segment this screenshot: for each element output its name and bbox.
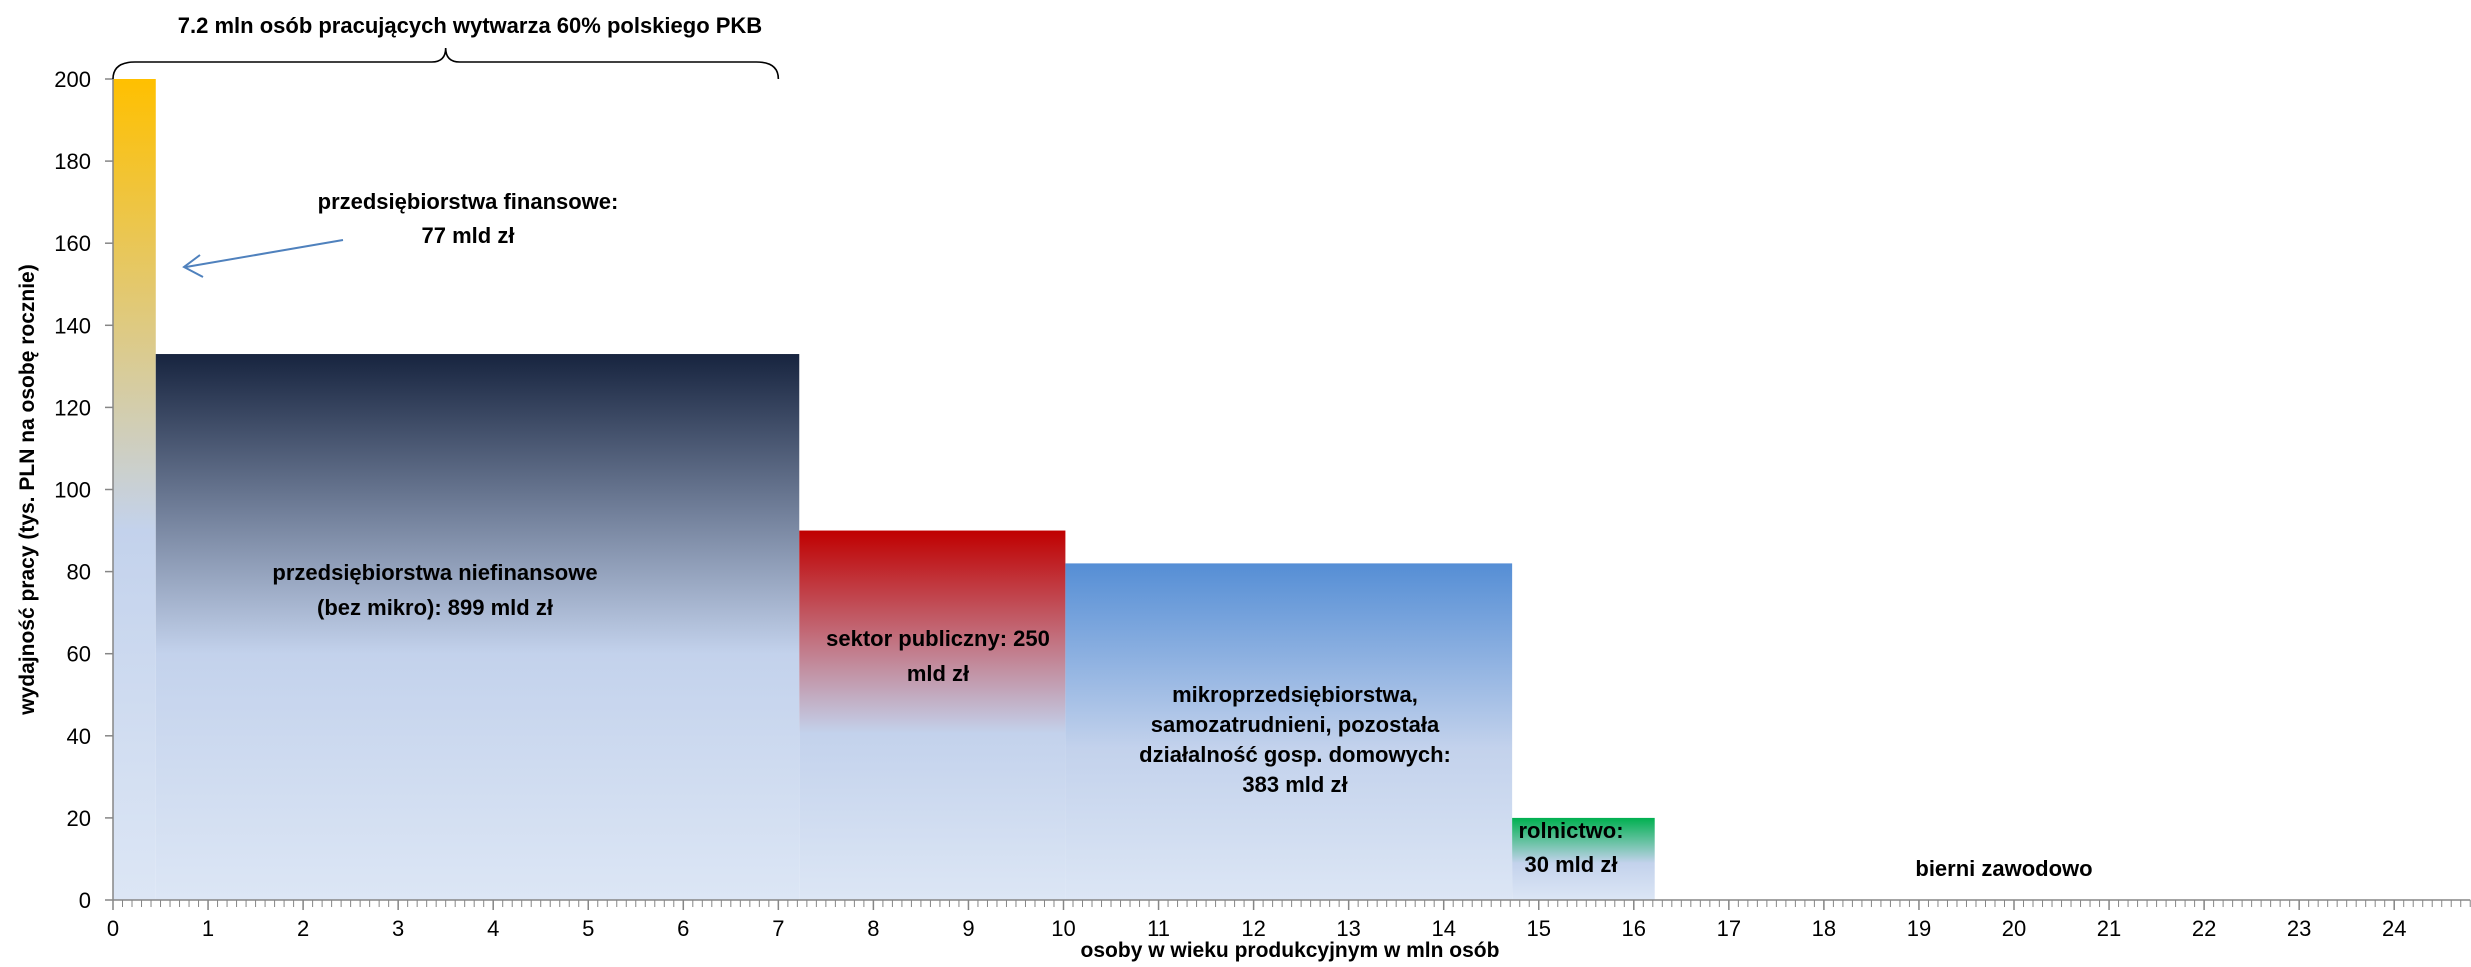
y-tick-label: 40 [67,724,91,749]
segment-label-niefinansowe: przedsiębiorstwa niefinansowe (bez mikro)… [272,560,597,620]
x-tick-label: 6 [677,916,689,941]
bar-niefinansowe [155,354,800,900]
axes-layer: 0 1 2 3 4 5 6 7 8 9 10 11 12 13 14 15 16 17 18 19 20 21 22 23 24… [16,67,2471,962]
annotations-layer: 7.2 mln osób pracujących wytwarza 60% po… [112,13,780,278]
x-tick-label: 14 [1431,916,1455,941]
bar-publiczny [799,530,1066,900]
x-tick-label: 7 [772,916,784,941]
x-minor-ticks [112,900,2471,907]
y-axis-title: wydajność pracy (tys. PLN na osobę roczn… [16,264,39,715]
x-tick-label: 16 [1622,916,1646,941]
bar-finansowe [113,79,156,900]
y-tick-label: 20 [67,806,91,831]
y-tick-label: 80 [67,560,91,585]
x-tick-label: 21 [2097,916,2121,941]
x-tick-label: 23 [2287,916,2311,941]
segment-label-rolnictwo: rolnictwo: 30 mld zł [1518,818,1623,877]
x-tick-label: 0 [107,916,119,941]
y-tick-label: 0 [79,888,91,913]
segment-label-bierni: bierni zawodowo [1915,856,2092,881]
x-tick-label: 9 [962,916,974,941]
x-tick-label: 17 [1717,916,1741,941]
y-tick-label: 60 [67,642,91,667]
x-tick-label: 2 [297,916,309,941]
x-tick-label: 24 [2382,916,2406,941]
x-tick-label: 15 [1527,916,1551,941]
segment-label-publiczny: sektor publiczny: 250 mld zł [826,626,1050,686]
y-tick-label: 100 [54,478,91,503]
x-tick-label: 4 [487,916,499,941]
x-tick-label: 20 [2002,916,2026,941]
y-tick-label: 200 [54,67,91,92]
x-tick-label: 12 [1241,916,1265,941]
x-tick-label: 5 [582,916,594,941]
segment-label-mikro: mikroprzedsiębiorstwa, samozatrudnieni, p… [1139,682,1451,797]
x-tick-label: 3 [392,916,404,941]
x-tick-label: 10 [1051,916,1075,941]
bar-mikro [1065,563,1513,900]
x-tick-label: 13 [1336,916,1360,941]
y-tick-label: 120 [54,395,91,420]
segment-label-finansowe: przedsiębiorstwa finansowe: 77 mld zł [318,189,619,248]
x-tick-label: 8 [867,916,879,941]
x-tick-label: 19 [1907,916,1931,941]
labels-layer: przedsiębiorstwa finansowe: 77 mld zł prze… [272,189,2092,881]
arrow-shaft [185,239,344,268]
x-tick-label: 22 [2192,916,2216,941]
y-tick-label: 140 [54,313,91,338]
y-tick-label: 160 [54,231,91,256]
bar-rolnictwo [1512,817,1655,900]
y-tick-label: 180 [54,149,91,174]
x-tick-label: 11 [1147,916,1170,941]
bracket-brace [112,47,780,80]
x-tick-label: 18 [1812,916,1836,941]
bracket-label: 7.2 mln osób pracujących wytwarza 60% po… [178,13,762,38]
x-tick-label: 1 [202,916,214,941]
x-axis-title: osoby w wieku produkcyjnym w mln osób [1081,939,1500,962]
arrow-head [182,254,204,278]
bars-layer [113,79,1655,900]
